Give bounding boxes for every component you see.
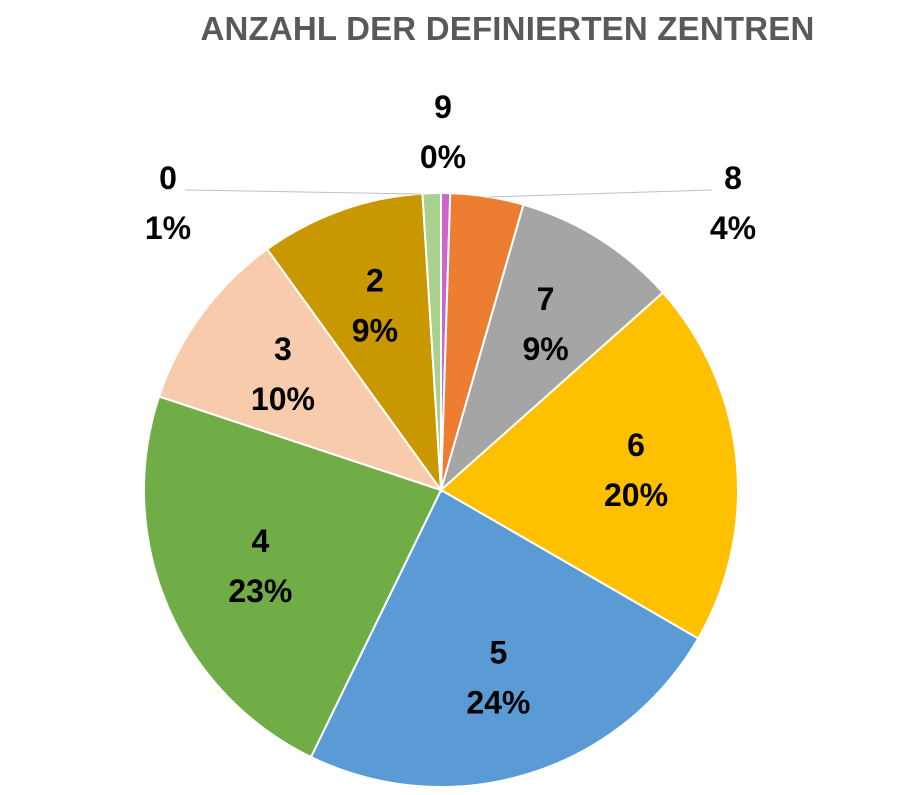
slice-category-label-9: 9: [434, 89, 452, 125]
slice-category-label-2: 2: [366, 262, 384, 298]
slice-percent-label-2: 9%: [352, 312, 398, 348]
pie-slice-2: [265, 192, 443, 494]
slice-category-label-4: 4: [251, 523, 269, 559]
pie-slice-3: [157, 247, 444, 492]
slice-percent-label-9: 0%: [420, 139, 466, 175]
slice-percent-label-5: 24%: [466, 684, 530, 720]
slice-category-label-3: 3: [274, 331, 292, 367]
pie-slice-7: [439, 203, 665, 494]
slice-percent-label-6: 20%: [604, 477, 668, 513]
slice-category-label-0: 0: [159, 160, 177, 196]
pie-slice-5: [309, 488, 700, 788]
pie-slices: [143, 191, 739, 788]
slice-percent-label-8: 4%: [710, 210, 756, 246]
slice-percent-label-4: 23%: [228, 573, 292, 609]
leader-line-8: [488, 189, 713, 198]
leader-lines: [184, 189, 713, 198]
slice-category-label-6: 6: [627, 427, 645, 463]
chart-title: ANZAHL DER DEFINIERTEN ZENTREN: [200, 10, 815, 47]
slice-percent-label-3: 10%: [251, 381, 315, 417]
pie-slice-0: [421, 191, 442, 491]
leader-line-0: [184, 189, 422, 195]
slice-category-label-8: 8: [724, 160, 742, 196]
slice-percent-label-7: 9%: [522, 331, 568, 367]
slice-category-label-5: 5: [489, 634, 507, 670]
slice-category-label-7: 7: [537, 281, 555, 317]
slice-labels: 9 0% 8 4% 7 9% 6 20% 5 24% 4 23% 3 10% 2 9% 0 1%: [145, 89, 756, 720]
pie-slice-6: [439, 291, 739, 640]
pie-slice-4: [143, 395, 443, 759]
slice-percent-label-0: 1%: [145, 210, 191, 246]
